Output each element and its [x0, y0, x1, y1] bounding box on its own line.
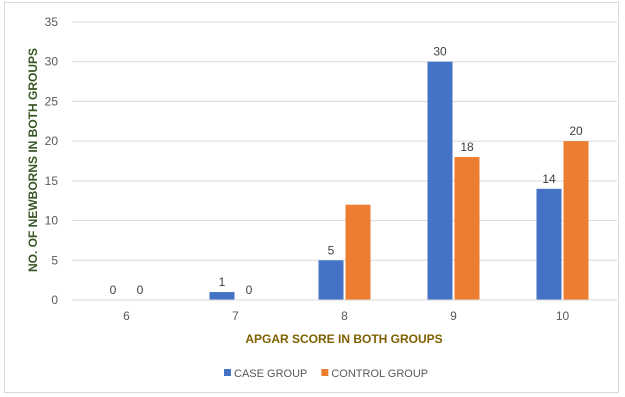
y-tick-label: 10 — [45, 214, 59, 228]
legend-label: CONTROL GROUP — [331, 368, 428, 380]
data-label: 0 — [246, 283, 253, 297]
data-label: 18 — [460, 140, 474, 154]
y-tick-label: 35 — [45, 15, 59, 29]
x-axis-title: APGAR SCORE IN BOTH GROUPS — [245, 332, 442, 346]
data-label: 0 — [110, 283, 117, 297]
data-label: 5 — [328, 243, 335, 257]
legend: CASE GROUP CONTROL GROUP — [224, 368, 428, 380]
y-tick-label: 25 — [45, 94, 59, 108]
bar — [427, 61, 453, 300]
data-label: 0 — [137, 283, 144, 297]
legend-swatch — [321, 369, 329, 376]
x-tick-label: 8 — [341, 309, 348, 323]
y-tick-label: 15 — [45, 174, 59, 188]
data-label: 30 — [433, 45, 447, 59]
legend-swatch — [224, 369, 231, 376]
chart-frame — [4, 2, 619, 393]
bars — [209, 61, 589, 300]
y-tick-label: 20 — [45, 134, 59, 148]
data-label: 1 — [219, 275, 226, 289]
y-tick-label: 5 — [51, 253, 58, 267]
bar — [318, 260, 344, 300]
x-tick-label: 6 — [123, 309, 130, 323]
x-tick-labels: 6 7 8 9 10 — [123, 309, 569, 323]
y-tick-labels: 0 5 10 15 20 25 30 35 — [45, 15, 59, 307]
legend-label: CASE GROUP — [234, 368, 307, 380]
y-tick-label: 0 — [51, 293, 58, 307]
x-tick-label: 10 — [556, 309, 570, 323]
data-label: 14 — [542, 172, 556, 186]
bar — [209, 292, 235, 300]
bar — [563, 141, 589, 300]
y-axis-title: NO. OF NEWBORNS IN BOTH GROUPS — [26, 48, 40, 272]
bar — [536, 188, 562, 300]
bar — [454, 157, 480, 300]
y-tick-label: 30 — [45, 55, 59, 69]
gridlines — [72, 21, 617, 261]
x-tick-label: 7 — [232, 309, 239, 323]
data-label: 20 — [569, 124, 583, 138]
bar — [345, 204, 371, 300]
x-tick-label: 9 — [450, 309, 457, 323]
